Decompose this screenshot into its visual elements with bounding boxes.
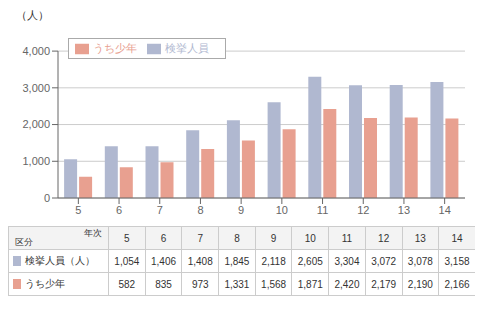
- svg-text:11: 11: [317, 204, 328, 216]
- html-text:1,568: 1,568: [261, 278, 287, 290]
- html-text:12: 12: [378, 232, 390, 244]
- html-text:5: 5: [124, 232, 130, 244]
- svg-text:13: 13: [398, 204, 410, 216]
- svg-text:6: 6: [116, 204, 122, 216]
- svg-text:4,000: 4,000: [22, 45, 50, 57]
- svg-text:1,000: 1,000: [22, 155, 50, 167]
- html-text:9: 9: [270, 232, 277, 244]
- html-text:973: 973: [191, 278, 209, 290]
- svg-text:9: 9: [238, 204, 244, 216]
- svg-text:5: 5: [75, 204, 81, 216]
- html-text:1,406: 1,406: [151, 255, 176, 267]
- html-text:2,166: 2,166: [444, 278, 470, 290]
- html-text:（人）: （人）: [16, 9, 49, 21]
- svg-text:14: 14: [439, 204, 451, 216]
- svg-text:0: 0: [44, 192, 50, 204]
- html-text:1,871: 1,871: [297, 278, 323, 290]
- html-text:2,605: 2,605: [297, 255, 323, 267]
- svg-text:8: 8: [197, 204, 203, 216]
- html-text:582: 582: [118, 278, 136, 290]
- html-text:検挙人員: 検挙人員: [165, 42, 209, 54]
- html-text:1,845: 1,845: [224, 255, 250, 267]
- svg-text:7: 7: [157, 204, 163, 216]
- html-text:1,054: 1,054: [114, 255, 140, 267]
- html-text:3,072: 3,072: [371, 255, 397, 267]
- html-text:3,158: 3,158: [444, 255, 470, 267]
- html-text:うち少年: うち少年: [93, 42, 137, 54]
- svg-text:12: 12: [357, 204, 369, 216]
- html-text:2,179: 2,179: [371, 278, 397, 290]
- html-text:2,420: 2,420: [334, 278, 360, 290]
- html-text:1,408: 1,408: [187, 255, 213, 267]
- html-text:835: 835: [155, 278, 172, 290]
- html-text:3,304: 3,304: [334, 255, 360, 267]
- html-text:年次: 年次: [84, 228, 102, 238]
- svg-text:2,000: 2,000: [22, 118, 50, 130]
- svg-text:10: 10: [276, 204, 288, 216]
- html-text:6: 6: [160, 232, 167, 244]
- html-text:区分: 区分: [15, 237, 33, 247]
- html-text:11: 11: [341, 232, 353, 244]
- html-text:7: 7: [197, 232, 203, 244]
- html-text:14: 14: [451, 232, 463, 244]
- html-text:13: 13: [414, 232, 426, 244]
- svg-text:3,000: 3,000: [22, 82, 50, 94]
- html-text:8: 8: [234, 232, 240, 244]
- html-text:3,078: 3,078: [407, 255, 433, 267]
- html-text:1,331: 1,331: [224, 278, 250, 290]
- html-text:うち少年: うち少年: [25, 278, 65, 289]
- html-text:検挙人員（人）: 検挙人員（人）: [25, 255, 95, 266]
- html-text:10: 10: [304, 232, 316, 244]
- html-text:2,190: 2,190: [407, 278, 433, 290]
- html-text:2,118: 2,118: [261, 255, 286, 267]
